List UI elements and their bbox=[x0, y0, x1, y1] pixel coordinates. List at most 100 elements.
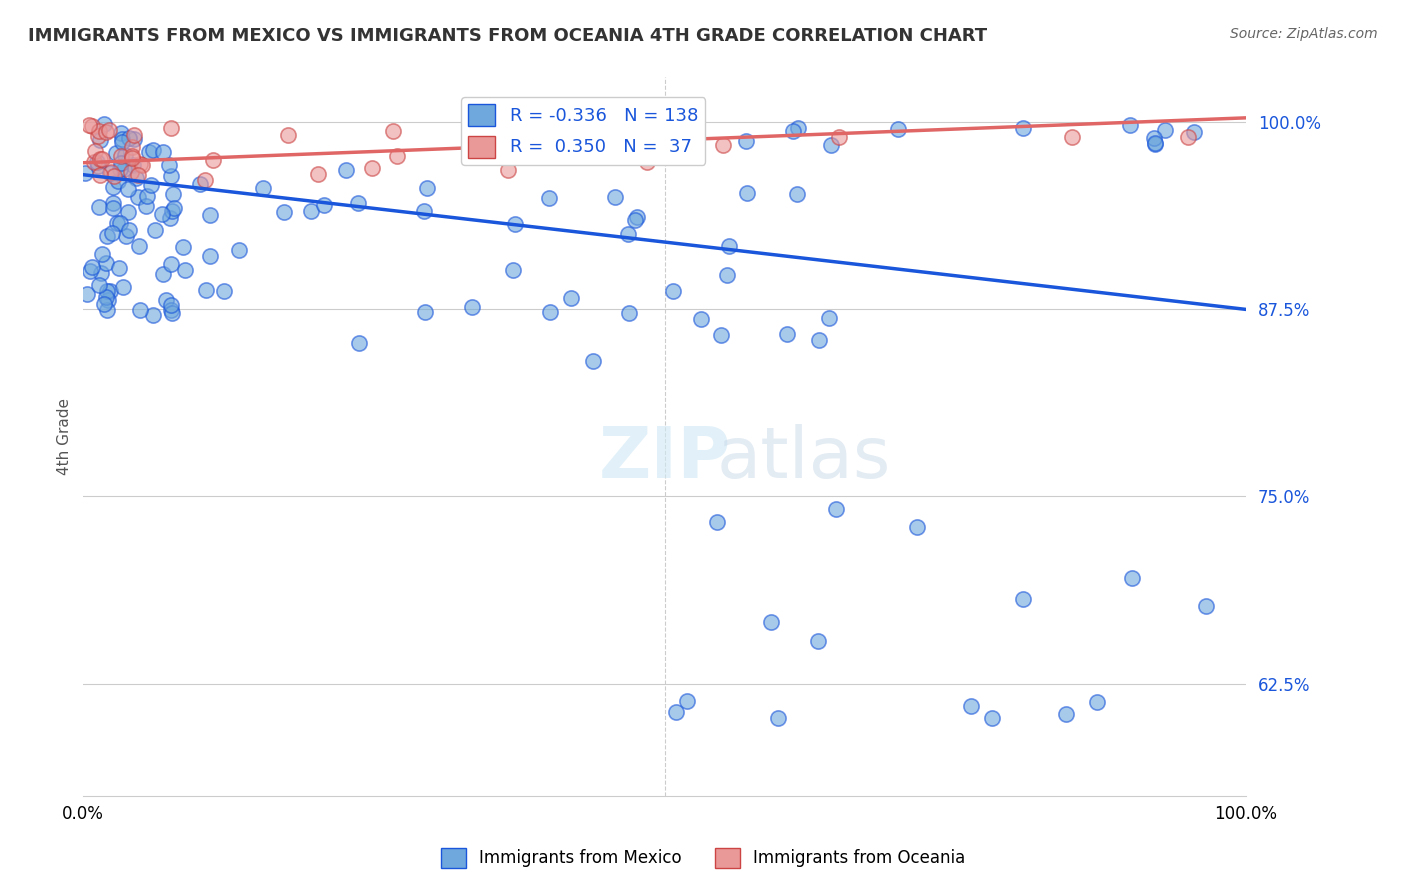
Immigrants from Mexico bbox=[786, 121, 808, 136]
Immigrants from Mexico bbox=[581, 354, 603, 368]
Immigrants from Mexico bbox=[163, 201, 186, 215]
Immigrants from Mexico bbox=[101, 202, 124, 216]
Immigrants from Mexico bbox=[96, 302, 118, 317]
Y-axis label: 4th Grade: 4th Grade bbox=[58, 398, 72, 475]
Immigrants from Oceania bbox=[385, 148, 408, 162]
Immigrants from Oceania bbox=[89, 168, 111, 182]
Immigrants from Mexico bbox=[665, 705, 688, 719]
Immigrants from Mexico bbox=[105, 216, 128, 230]
Immigrants from Mexico bbox=[117, 205, 139, 219]
Immigrants from Mexico bbox=[160, 298, 183, 312]
Immigrants from Mexico bbox=[172, 240, 194, 254]
Immigrants from Mexico bbox=[817, 310, 839, 325]
Immigrants from Oceania bbox=[110, 149, 132, 163]
Immigrants from Mexico bbox=[416, 181, 439, 195]
Immigrants from Mexico bbox=[807, 634, 830, 648]
Immigrants from Mexico bbox=[759, 615, 782, 630]
Immigrants from Mexico bbox=[664, 125, 686, 139]
Immigrants from Oceania bbox=[131, 158, 153, 172]
Immigrants from Oceania bbox=[83, 144, 105, 158]
Immigrants from Oceania bbox=[128, 157, 150, 171]
Immigrants from Mexico bbox=[162, 187, 184, 202]
Immigrants from Mexico bbox=[162, 306, 184, 320]
Immigrants from Oceania bbox=[121, 151, 143, 165]
Text: atlas: atlas bbox=[717, 424, 891, 492]
Immigrants from Oceania bbox=[1177, 130, 1199, 145]
Immigrants from Mexico bbox=[89, 278, 111, 293]
Immigrants from Mexico bbox=[980, 711, 1002, 725]
Immigrants from Mexico bbox=[624, 213, 647, 227]
Immigrants from Mexico bbox=[689, 312, 711, 326]
Immigrants from Mexico bbox=[461, 300, 484, 314]
Immigrants from Mexico bbox=[603, 190, 626, 204]
Immigrants from Mexico bbox=[160, 257, 183, 271]
Immigrants from Mexico bbox=[538, 192, 561, 206]
Immigrants from Mexico bbox=[1085, 695, 1108, 709]
Immigrants from Mexico bbox=[93, 117, 115, 131]
Immigrants from Mexico bbox=[314, 198, 336, 212]
Immigrants from Mexico bbox=[143, 223, 166, 237]
Immigrants from Mexico bbox=[122, 158, 145, 172]
Immigrants from Oceania bbox=[94, 124, 117, 138]
Immigrants from Mexico bbox=[1011, 592, 1033, 607]
Immigrants from Mexico bbox=[1154, 123, 1177, 137]
Immigrants from Mexico bbox=[347, 335, 370, 350]
Immigrants from Mexico bbox=[101, 196, 124, 211]
Immigrants from Mexico bbox=[87, 159, 110, 173]
Immigrants from Mexico bbox=[676, 694, 699, 708]
Immigrants from Mexico bbox=[86, 155, 108, 169]
Immigrants from Mexico bbox=[87, 200, 110, 214]
Immigrants from Oceania bbox=[121, 149, 143, 163]
Immigrants from Mexico bbox=[1143, 137, 1166, 152]
Immigrants from Mexico bbox=[96, 229, 118, 244]
Immigrants from Oceania bbox=[97, 123, 120, 137]
Immigrants from Mexico bbox=[626, 210, 648, 224]
Immigrants from Mexico bbox=[807, 333, 830, 347]
Immigrants from Mexico bbox=[96, 293, 118, 307]
Immigrants from Mexico bbox=[111, 280, 134, 294]
Immigrants from Mexico bbox=[75, 166, 97, 180]
Immigrants from Mexico bbox=[198, 208, 221, 222]
Immigrants from Mexico bbox=[142, 143, 165, 157]
Immigrants from Oceania bbox=[524, 114, 547, 128]
Immigrants from Mexico bbox=[150, 206, 173, 220]
Immigrants from Mexico bbox=[716, 268, 738, 283]
Immigrants from Mexico bbox=[114, 148, 136, 162]
Immigrants from Mexico bbox=[159, 211, 181, 225]
Immigrants from Mexico bbox=[347, 195, 370, 210]
Immigrants from Mexico bbox=[160, 302, 183, 317]
Immigrants from Mexico bbox=[617, 305, 640, 319]
Immigrants from Oceania bbox=[277, 128, 299, 143]
Immigrants from Mexico bbox=[212, 284, 235, 298]
Immigrants from Mexico bbox=[111, 135, 134, 149]
Text: IMMIGRANTS FROM MEXICO VS IMMIGRANTS FROM OCEANIA 4TH GRADE CORRELATION CHART: IMMIGRANTS FROM MEXICO VS IMMIGRANTS FRO… bbox=[28, 27, 987, 45]
Immigrants from Mexico bbox=[273, 204, 295, 219]
Immigrants from Mexico bbox=[157, 158, 180, 172]
Immigrants from Mexico bbox=[114, 228, 136, 243]
Immigrants from Oceania bbox=[82, 119, 104, 133]
Immigrants from Oceania bbox=[100, 165, 122, 179]
Immigrants from Mexico bbox=[735, 186, 758, 201]
Immigrants from Oceania bbox=[120, 165, 142, 179]
Immigrants from Mexico bbox=[135, 199, 157, 213]
Immigrants from Mexico bbox=[118, 131, 141, 145]
Immigrants from Oceania bbox=[496, 163, 519, 178]
Immigrants from Mexico bbox=[1144, 136, 1167, 151]
Immigrants from Mexico bbox=[1119, 119, 1142, 133]
Immigrants from Mexico bbox=[560, 291, 582, 305]
Text: Source: ZipAtlas.com: Source: ZipAtlas.com bbox=[1230, 27, 1378, 41]
Immigrants from Mexico bbox=[228, 243, 250, 257]
Immigrants from Mexico bbox=[1182, 125, 1205, 139]
Immigrants from Oceania bbox=[77, 119, 100, 133]
Immigrants from Mexico bbox=[118, 223, 141, 237]
Immigrants from Mexico bbox=[104, 145, 127, 160]
Immigrants from Mexico bbox=[117, 182, 139, 196]
Immigrants from Oceania bbox=[83, 154, 105, 169]
Immigrants from Mexico bbox=[299, 203, 322, 218]
Immigrants from Mexico bbox=[1195, 599, 1218, 613]
Immigrants from Mexico bbox=[108, 216, 131, 230]
Immigrants from Oceania bbox=[86, 128, 108, 143]
Immigrants from Mexico bbox=[112, 161, 135, 176]
Immigrants from Mexico bbox=[136, 189, 159, 203]
Immigrants from Mexico bbox=[155, 293, 177, 307]
